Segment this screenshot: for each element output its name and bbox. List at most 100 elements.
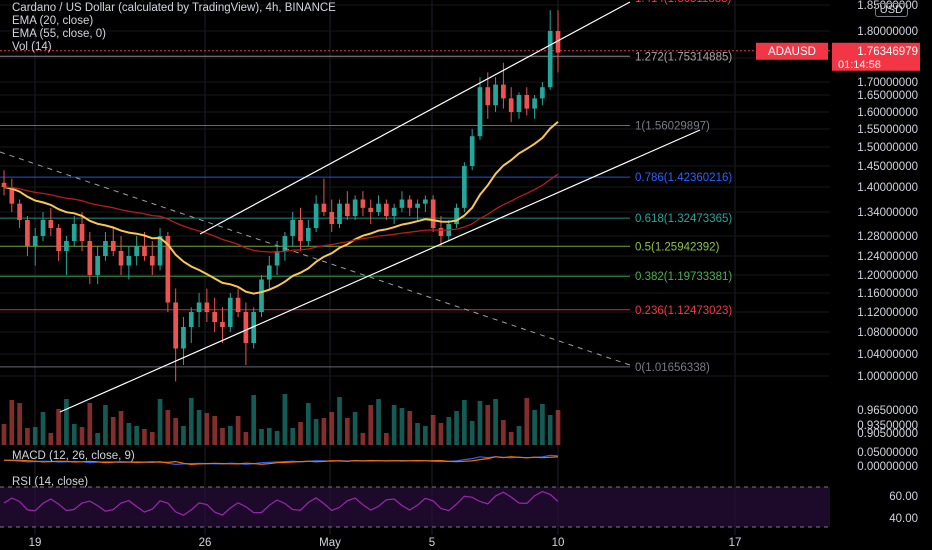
candle-body xyxy=(79,224,85,241)
candle-body xyxy=(165,236,171,303)
price-axis-label: 1.34000000 xyxy=(857,207,918,219)
volume-bar xyxy=(462,400,467,445)
time-axis-label: 17 xyxy=(729,537,742,549)
ema55-line xyxy=(3,173,559,253)
price-tag-countdown: 01:14:58 xyxy=(838,59,881,71)
volume-bar xyxy=(469,421,475,445)
volume-axis-label: 0.96500000 xyxy=(857,405,918,417)
candle-body xyxy=(243,312,249,343)
volume-bar xyxy=(251,395,257,445)
fibonacci-levels: 1.414(1.86311883) 1.272(1.75314885) 1(1.56… xyxy=(0,0,732,374)
volume-bar xyxy=(391,405,397,445)
macd-legend[interactable]: MACD (12, 26, close, 9) xyxy=(12,450,135,462)
candle-body xyxy=(266,265,272,280)
volume-bar xyxy=(95,433,100,445)
candle-body xyxy=(157,236,163,266)
channel-upper-line xyxy=(199,1,631,235)
volume-bar xyxy=(87,403,93,445)
volume-bar xyxy=(305,403,311,445)
volume-bars xyxy=(1,394,561,445)
volume-bar xyxy=(298,422,303,445)
candle-body xyxy=(181,327,186,349)
macd-signal-line xyxy=(4,456,559,466)
chart-title: Cardano / US Dollar (calculated by Tradi… xyxy=(12,2,336,14)
fib-label: 1.272(1.75314885) xyxy=(635,51,732,63)
volume-bar xyxy=(118,411,124,445)
volume-bar xyxy=(524,398,530,445)
price-tag-box xyxy=(832,42,920,71)
macd-axis-label: 0.05000000 xyxy=(857,447,918,459)
candle-body xyxy=(469,136,475,166)
candle-body xyxy=(196,302,202,312)
fib-label: 0(1.01656338) xyxy=(635,362,710,374)
volume-bar xyxy=(337,397,342,445)
volume-bar xyxy=(165,410,171,445)
volume-bar xyxy=(532,410,537,445)
volume-bar xyxy=(383,433,389,445)
time-axis-label: 26 xyxy=(199,537,212,549)
fib-label: 1.414(1.86311883) xyxy=(635,0,732,5)
candle-body xyxy=(40,220,46,236)
candle-body xyxy=(25,220,30,246)
rsi-legend[interactable]: RSI (14, close) xyxy=(12,476,89,488)
volume-bar xyxy=(313,419,319,445)
candle-body xyxy=(555,31,561,53)
candle-body xyxy=(212,312,218,322)
volume-bar xyxy=(17,403,22,445)
volume-bar xyxy=(188,398,194,445)
candle-body xyxy=(48,220,54,228)
volume-bar xyxy=(376,399,381,445)
ema55-legend[interactable]: EMA (55, close, 0) xyxy=(12,28,106,40)
volume-bar xyxy=(352,412,358,445)
ema20-legend[interactable]: EMA (20, close) xyxy=(12,15,94,27)
volume-bar xyxy=(32,427,38,445)
price-axis-label: 1.60000000 xyxy=(857,107,918,119)
candle-body xyxy=(477,87,483,137)
candle-body xyxy=(274,251,280,266)
volume-bar xyxy=(149,432,155,445)
volume-bar xyxy=(360,433,366,445)
candle-body xyxy=(110,241,116,251)
time-axis-label: 19 xyxy=(29,537,42,549)
volume-bar xyxy=(157,399,163,445)
price-axis-label: 1.55000000 xyxy=(857,124,918,136)
price-axis-label: 1.24000000 xyxy=(857,251,918,263)
rsi-line xyxy=(3,490,559,516)
candle-body xyxy=(220,322,225,327)
candle-body xyxy=(64,241,69,251)
candle-body xyxy=(142,246,147,256)
volume-bar xyxy=(430,415,436,445)
volume-bar xyxy=(40,412,46,445)
candle-body xyxy=(532,98,537,109)
volume-bar xyxy=(282,394,288,445)
candle-body xyxy=(376,203,381,212)
fib-label: 0.786(1.42360216) xyxy=(635,172,732,184)
volume-bar xyxy=(79,427,85,445)
candle-body xyxy=(462,166,467,208)
gridlines xyxy=(0,0,830,535)
candles xyxy=(1,10,561,382)
volume-bar xyxy=(508,432,514,445)
candle-body xyxy=(329,212,335,224)
volume-bar xyxy=(438,423,444,445)
volume-bar xyxy=(407,411,413,445)
volume-bar xyxy=(501,420,506,445)
time-axis-label: 5 xyxy=(429,537,435,549)
volume-bar xyxy=(126,423,132,445)
candle-body xyxy=(344,203,350,216)
volume-bar xyxy=(321,418,327,445)
volume-bar xyxy=(516,426,522,445)
symbol-tag-box xyxy=(756,42,828,60)
volume-bar xyxy=(173,418,179,445)
volume-bar xyxy=(110,417,116,445)
volume-bar xyxy=(415,423,420,445)
currency-button[interactable]: USD xyxy=(874,3,908,17)
candle-body xyxy=(352,199,358,216)
volume-legend[interactable]: Vol (14) xyxy=(12,41,52,53)
volume-bar xyxy=(540,404,545,445)
fib-label: 1(1.56029897) xyxy=(635,120,710,132)
volume-bar xyxy=(266,428,272,445)
price-axis-label: 1.40000000 xyxy=(857,182,918,194)
